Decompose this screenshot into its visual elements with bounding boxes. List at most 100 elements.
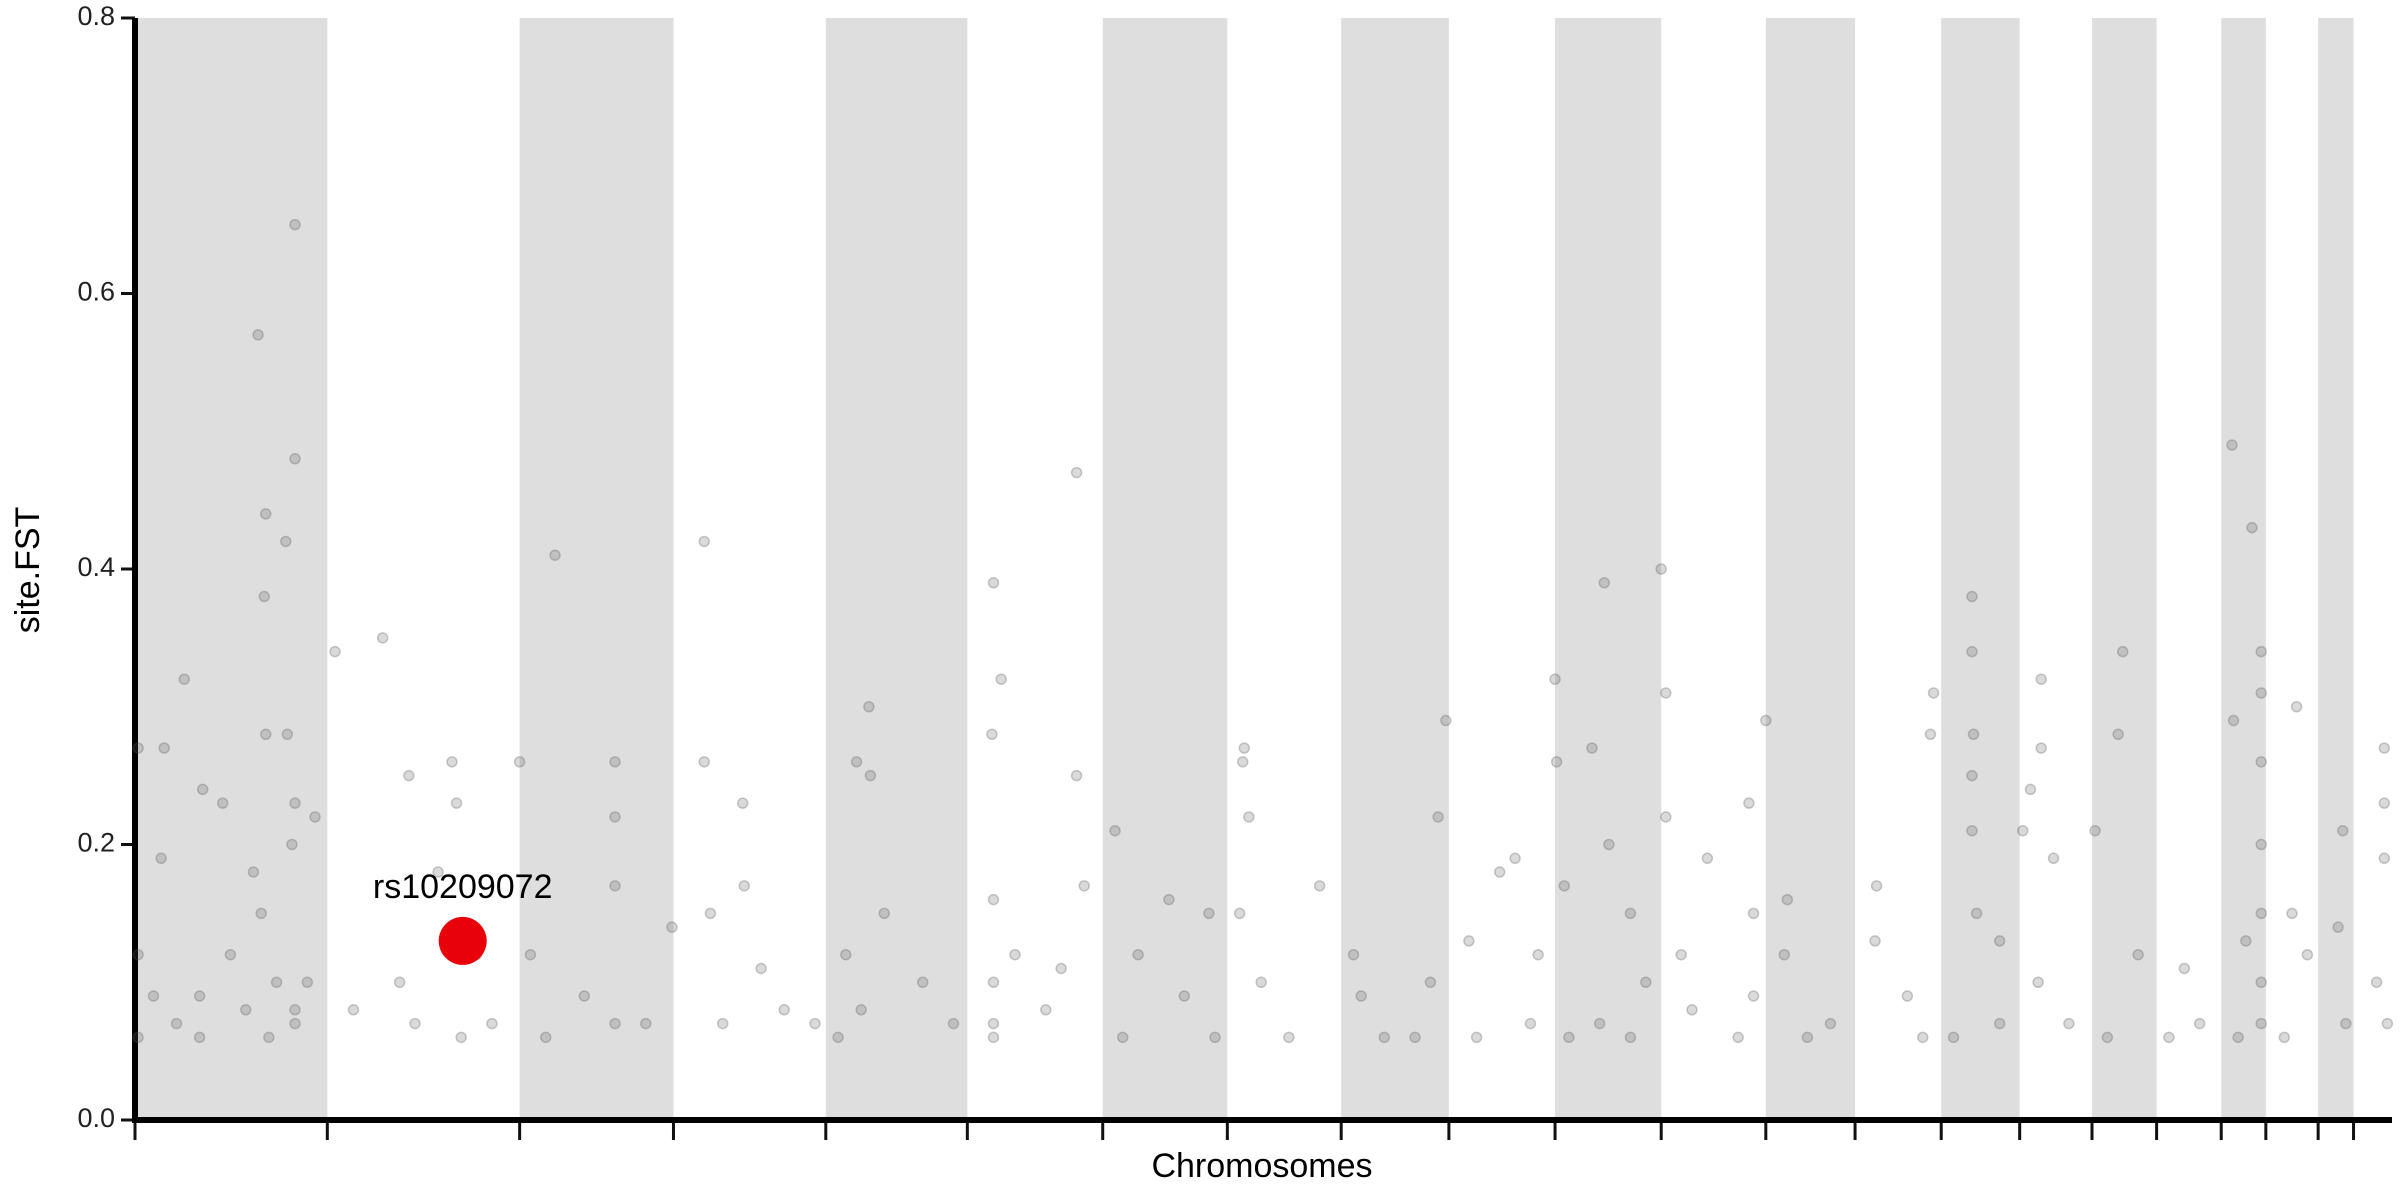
snp-point: [995, 673, 1007, 685]
snp-point: [450, 797, 463, 809]
snp-point: [1747, 990, 1760, 1002]
snp-point: [1132, 948, 1144, 961]
snp-point: [1532, 948, 1544, 961]
y-tick-label: 0.4: [77, 552, 115, 582]
snp-point: [1824, 1017, 1837, 1030]
snp-point: [1760, 714, 1772, 727]
chromosome-band: [1941, 18, 2020, 1120]
snp-point: [376, 632, 389, 644]
snp-point: [698, 535, 711, 548]
snp-point: [289, 797, 301, 809]
snp-point: [393, 976, 406, 988]
snp-point: [1655, 563, 1667, 575]
snp-point: [1238, 742, 1251, 754]
snp-point: [301, 976, 314, 988]
snp-point: [1924, 728, 1937, 741]
snp-point: [1778, 948, 1791, 961]
snp-point: [258, 590, 270, 603]
snp-point: [1236, 756, 1249, 768]
snp-point: [2163, 1031, 2175, 1044]
snp-point: [147, 990, 160, 1002]
snp-point: [2255, 756, 2267, 768]
snp-point: [2301, 948, 2314, 961]
snp-point: [247, 866, 260, 878]
snp-point: [1040, 1004, 1052, 1016]
snp-point: [1209, 1031, 1221, 1044]
snp-point: [2378, 797, 2391, 809]
snp-point: [1966, 645, 1978, 658]
snp-point: [286, 838, 298, 851]
snp-point: [2255, 907, 2267, 920]
snp-point: [260, 508, 272, 520]
snp-point: [2381, 1017, 2394, 1030]
snp-point: [1563, 1031, 1575, 1044]
snp-point: [1966, 590, 1978, 603]
snp-point: [2101, 1031, 2114, 1044]
snp-point: [855, 1004, 867, 1016]
snp-point: [1993, 1017, 2006, 1030]
y-tick-label: 0.8: [77, 1, 115, 31]
snp-point: [252, 329, 264, 341]
snp-point: [270, 976, 283, 988]
snp-point: [1732, 1031, 1744, 1044]
snp-point: [2278, 1031, 2291, 1044]
snp-point: [2132, 948, 2144, 961]
snp-point: [549, 549, 561, 561]
snp-point: [1470, 1031, 1483, 1044]
snp-point: [1243, 811, 1255, 823]
snp-point: [1603, 838, 1615, 851]
snp-point: [1163, 893, 1175, 906]
snp-point: [2255, 687, 2267, 699]
snp-point: [2290, 701, 2303, 713]
snp-point: [196, 783, 209, 796]
snp-point: [738, 880, 751, 892]
snp-point: [1078, 880, 1091, 892]
snp-point: [1624, 1031, 1637, 1044]
snp-point: [1966, 824, 1978, 837]
snp-point: [1493, 866, 1506, 878]
snp-point: [987, 1017, 1000, 1030]
snp-point: [513, 756, 526, 768]
snp-point: [864, 769, 877, 782]
snp-point: [2286, 907, 2298, 920]
snp-point: [1524, 1017, 1537, 1030]
chromosome-band: [1765, 18, 1856, 1120]
snp-point: [1549, 673, 1561, 685]
snp-point: [524, 948, 537, 961]
snp-point: [578, 990, 590, 1002]
snp-point: [289, 453, 301, 465]
snp-point: [2332, 921, 2344, 933]
snp-point: [832, 1031, 844, 1044]
snp-point: [155, 852, 167, 865]
snp-point: [609, 880, 621, 892]
snp-point: [2063, 1017, 2075, 1030]
snp-point: [609, 756, 621, 768]
snp-point: [2035, 742, 2047, 754]
snp-point: [170, 1017, 183, 1030]
snp-point: [255, 907, 267, 920]
snp-point: [809, 1017, 821, 1030]
snp-point: [755, 962, 767, 975]
chromosome-band: [1341, 18, 1449, 1120]
snp-point: [260, 728, 272, 741]
snp-point: [1355, 990, 1367, 1002]
snp-point: [193, 990, 206, 1002]
snp-point: [289, 1004, 301, 1016]
snp-point: [609, 1017, 621, 1030]
snp-point: [2370, 976, 2383, 988]
snp-point: [2024, 783, 2037, 796]
snp-point: [1747, 907, 1760, 920]
snp-point: [1801, 1031, 1814, 1044]
snp-point: [1203, 907, 1215, 920]
snp-point: [1378, 1031, 1391, 1044]
snp-point: [1947, 1031, 1960, 1044]
chromosome-band: [135, 18, 328, 1120]
snp-point: [1009, 948, 1021, 961]
snp-point: [2246, 521, 2258, 534]
snp-point: [1550, 756, 1563, 768]
snp-point: [347, 1004, 360, 1016]
snp-point: [432, 866, 444, 878]
snp-point: [540, 1031, 552, 1044]
snp-point: [1660, 811, 1672, 823]
snp-point: [1966, 769, 1978, 782]
